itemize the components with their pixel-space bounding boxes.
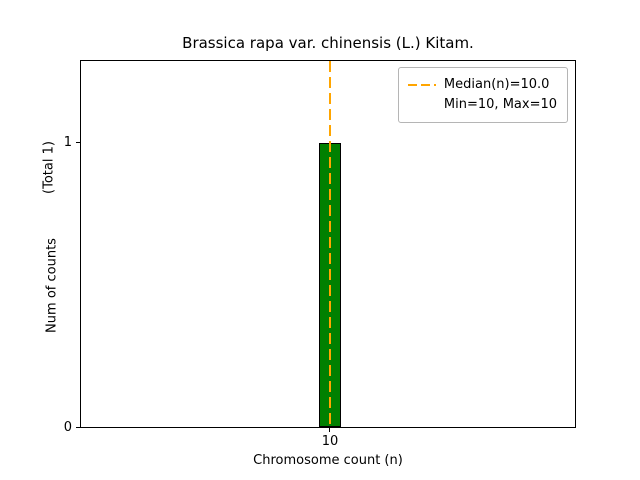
y-axis-label-total: (Total 1) xyxy=(41,141,57,194)
legend-median-label: Median(n)=10.0 xyxy=(443,77,550,92)
chart-title: Brassica rapa var. chinensis (L.) Kitam. xyxy=(182,34,474,52)
plot-area: Median(n)=10.0 Min=10, Max=10 xyxy=(80,60,576,428)
y-tick-1 xyxy=(76,142,80,143)
legend-row-median: Median(n)=10.0 xyxy=(407,75,557,95)
legend: Median(n)=10.0 Min=10, Max=10 xyxy=(397,67,568,123)
median-vline xyxy=(329,61,331,427)
y-axis-label: Num of counts xyxy=(44,238,60,333)
x-tick-10 xyxy=(329,428,330,432)
legend-row-minmax: Min=10, Max=10 xyxy=(408,95,557,115)
x-tick-label-10: 10 xyxy=(321,434,339,449)
median-line-sample-icon xyxy=(407,84,436,86)
y-tick-label-0: 0 xyxy=(63,420,72,435)
y-tick-label-1: 1 xyxy=(63,135,72,150)
legend-blank-sample xyxy=(408,104,436,106)
legend-minmax-label: Min=10, Max=10 xyxy=(443,97,557,112)
y-tick-0 xyxy=(76,427,80,428)
x-axis-label: Chromosome count (n) xyxy=(253,453,403,468)
